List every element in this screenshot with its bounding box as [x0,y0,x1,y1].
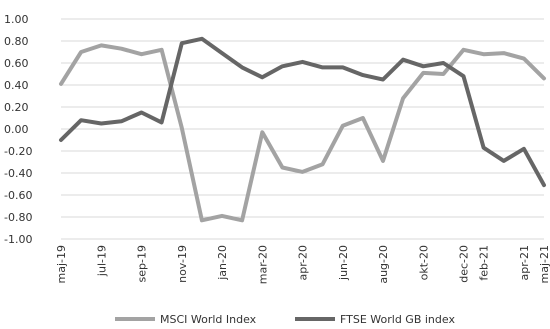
x-tick-label: sep-19 [136,245,149,282]
y-tick-label: -0.60 [4,189,32,202]
x-tick-label: dec-20 [458,245,471,283]
legend: MSCI World Index FTSE World GB index [115,313,455,326]
x-tick-label: maj-21 [538,245,550,283]
y-tick-label: 0.00 [4,123,29,136]
legend-label: FTSE World GB index [340,313,455,326]
y-tick-label: -0.80 [4,211,32,224]
y-tick-label: 0.20 [4,101,29,114]
x-tick-label: apr-20 [297,245,310,281]
x-tick-label: maj-19 [55,245,68,283]
series-lines [59,36,546,223]
x-tick-label: jan-20 [216,245,229,281]
x-tick-label: aug-20 [377,245,390,284]
y-tick-label: 0.40 [4,79,29,92]
x-tick-label: feb-21 [478,245,491,281]
y-tick-label: -0.40 [4,167,32,180]
legend-label: MSCI World Index [160,313,257,326]
y-tick-label: -0.20 [4,145,32,158]
series-line [59,36,546,188]
x-axis-tick-labels: maj-19 jul-19 sep-19 nov-19 jan-20 mar-20 apr-… [55,245,550,284]
y-tick-label: 0.60 [4,57,29,70]
y-tick-label: 1.00 [4,13,29,26]
x-tick-label: jun-20 [337,245,350,281]
y-axis-tick-labels: 1.00 0.80 0.60 0.40 0.20 0.00 -0.20 -0.40 -0.60 -… [4,13,32,246]
series-line [59,43,546,223]
x-tick-label: jul-19 [95,245,108,277]
y-tick-label: 0.80 [4,35,29,48]
y-tick-label: -1.00 [4,233,32,246]
x-tick-label: apr-21 [518,245,531,281]
gridlines [61,18,544,240]
x-tick-label: nov-19 [176,245,189,283]
x-tick-label: mar-20 [256,245,269,284]
x-tick-label: okt-20 [417,245,430,280]
